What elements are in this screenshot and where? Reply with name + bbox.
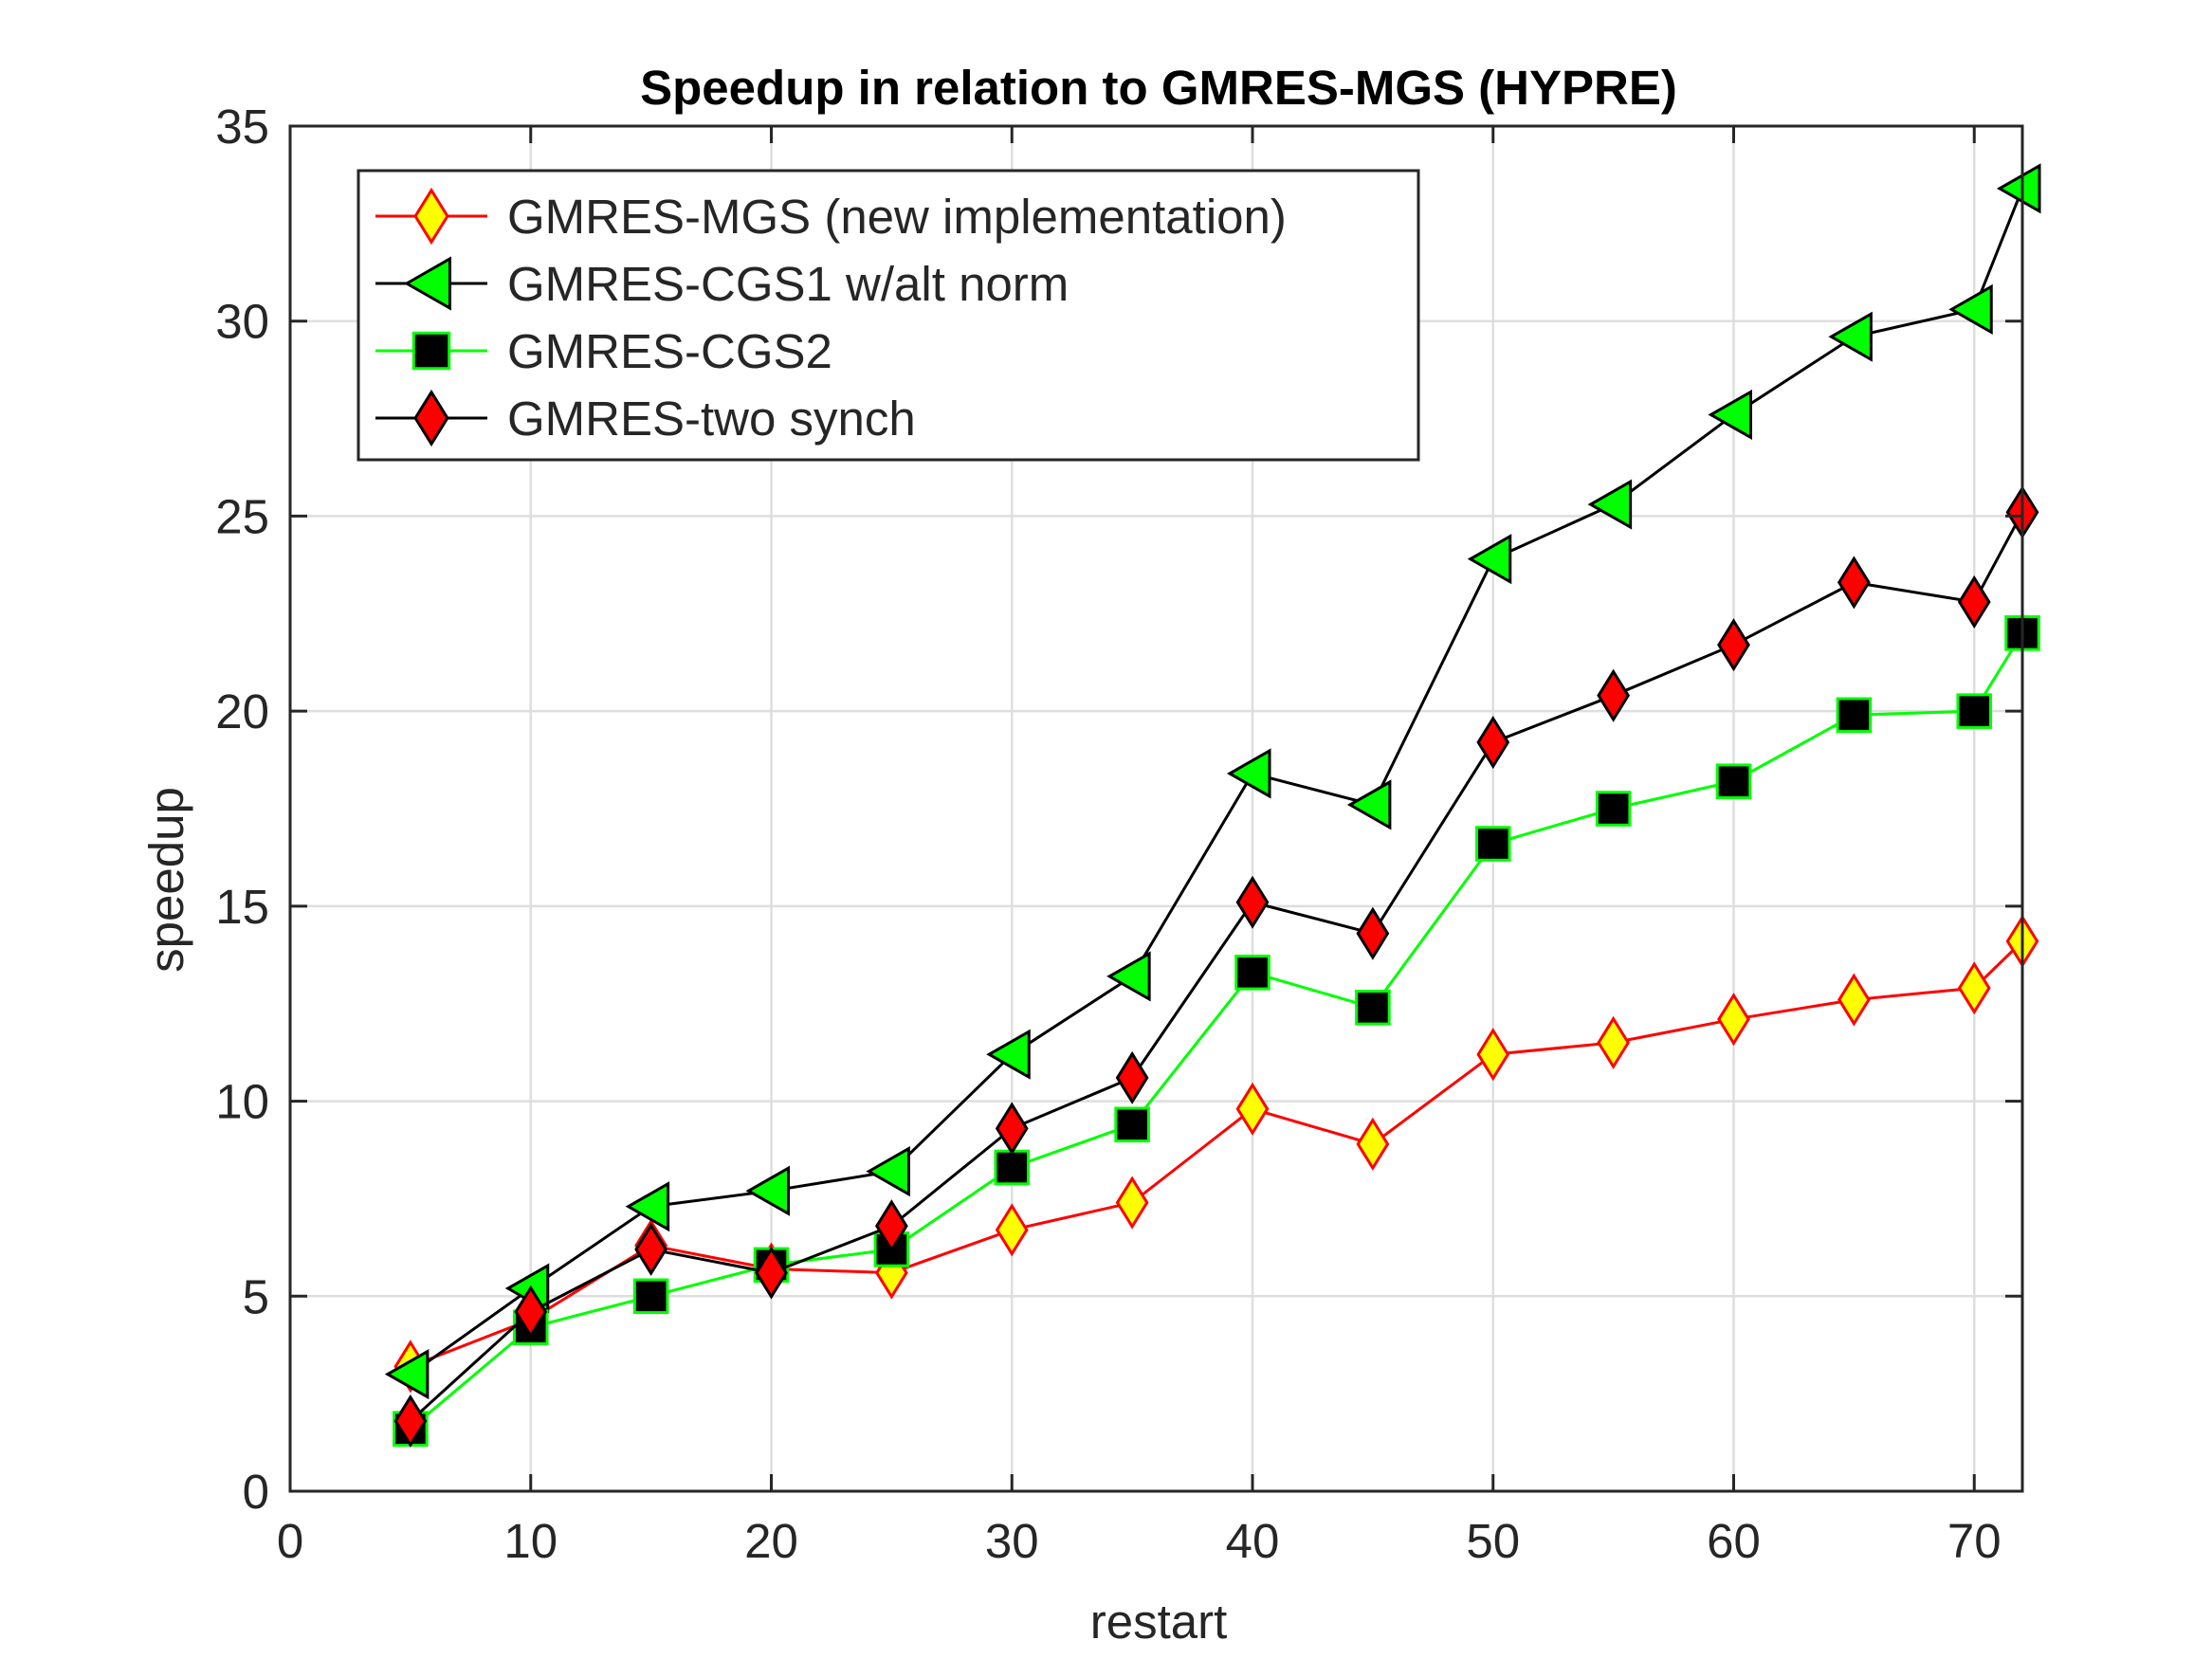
y-tick-label: 15 [215,880,269,934]
data-point [514,1285,548,1339]
data-point [874,1199,908,1253]
chart-title: Speedup in relation to GMRES-MGS (HYPRE) [640,61,1677,115]
data-point [1474,826,1511,862]
data-point [1828,311,1873,362]
legend-label: GMRES-two synch [507,392,916,446]
data-point [755,1246,788,1300]
data-point [1595,791,1632,827]
x-tick-label: 60 [1707,1514,1761,1568]
data-point [995,1203,1029,1257]
legend-label: GMRES-CGS1 w/alt norm [507,257,1069,311]
data-point [634,1222,668,1276]
legend-box [356,169,1420,462]
x-tick-label: 70 [1947,1514,2002,1568]
data-point [384,1348,430,1400]
y-axis-label: speedup [139,787,193,973]
legend-marker [413,187,449,246]
data-point [1837,973,1871,1027]
legend-label: GMRES-CGS2 [507,324,832,378]
data-point [995,1102,1029,1156]
plot-series [384,163,2041,1448]
series-4 [393,485,2039,1448]
x-tick-label: 20 [744,1514,798,1568]
data-point [1235,875,1270,929]
legend-marker [403,256,451,311]
data-point [1226,748,1271,799]
data-point [986,1029,1031,1080]
data-point [1715,763,1752,799]
y-tick-label: 30 [215,295,269,349]
data-point [1708,389,1752,441]
series-2 [384,163,2041,1400]
data-point [625,1181,670,1232]
data-point [1948,283,1993,335]
data-point [1956,693,1993,729]
data-point [1356,1117,1390,1171]
data-point [1837,556,1871,610]
data-point [866,1146,910,1197]
y-tick-label: 5 [243,1269,269,1323]
y-tick-label: 10 [215,1075,269,1129]
data-point [1597,1015,1631,1069]
data-point [1355,990,1391,1026]
data-point [1587,479,1633,530]
data-point [1114,1106,1150,1143]
y-tick-label: 20 [215,684,269,738]
x-tick-label: 30 [985,1514,1039,1568]
data-point [1957,961,1991,1015]
data-point [745,1165,790,1216]
data-point [1115,1050,1149,1104]
data-point [1996,163,2041,214]
x-axis-label: restart [1090,1595,1228,1649]
data-point [1717,993,1750,1047]
data-point [1115,1176,1149,1230]
data-point [1346,779,1392,830]
legend-label: GMRES-MGS (new implementation) [507,190,1287,244]
data-point [393,1394,428,1448]
legend: GMRES-MGS (new implementation) GMRES-CGS1… [356,169,1420,462]
data-point [1356,906,1390,960]
y-tick-label: 25 [215,489,269,543]
data-point [1836,697,1873,734]
data-point [1717,618,1750,672]
x-tick-label: 50 [1466,1514,1520,1568]
data-point [994,1149,1031,1186]
axis-ticks: 0 10 20 30 40 50 60 70 0 5 10 15 20 25 30 35 [215,100,2022,1568]
legend-marker [411,331,451,371]
x-tick-label: 10 [503,1514,558,1568]
x-tick-label: 0 [277,1514,303,1568]
data-point [632,1278,669,1315]
axes-box [288,124,2024,1493]
y-tick-label: 35 [215,100,269,154]
x-tick-label: 40 [1226,1514,1280,1568]
data-point [1957,574,1991,629]
y-tick-label: 0 [243,1465,269,1519]
data-point [1235,1082,1270,1136]
data-point [1476,1028,1510,1082]
data-point [1476,716,1510,770]
data-point [1234,955,1271,991]
data-point [1106,951,1151,1002]
data-point [1467,534,1512,585]
legend-marker [413,389,449,447]
data-point [1597,668,1631,722]
